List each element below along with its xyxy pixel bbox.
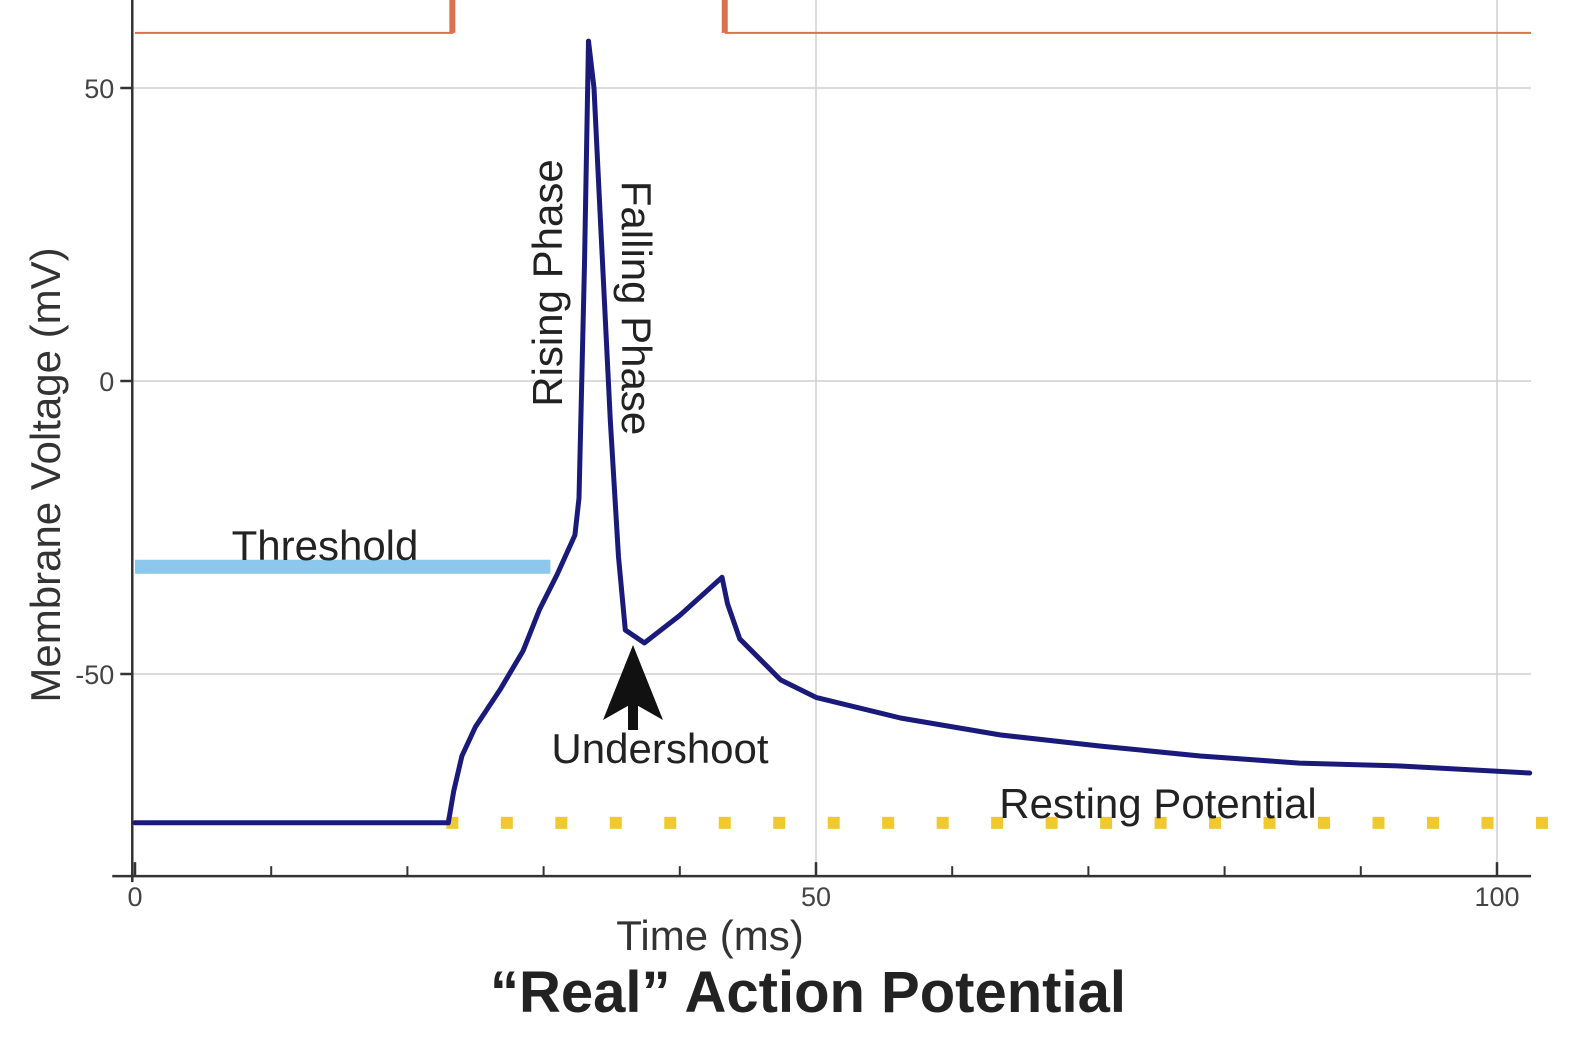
resting-potential-dot (1209, 816, 1222, 829)
resting-potential-dot (991, 816, 1004, 829)
resting-potential-dot (555, 816, 568, 829)
tick-labels: 0 50 100 50 0 -50 (75, 74, 1519, 912)
y-tick-label: 50 (84, 74, 114, 104)
resting-potential-dot (1535, 816, 1548, 829)
threshold-label: Threshold (232, 522, 419, 569)
falling-phase-label: Falling Phase (613, 181, 660, 435)
resting-potential-dot (1372, 816, 1385, 829)
resting-potential-dot (827, 816, 840, 829)
x-tick-label: 100 (1474, 882, 1519, 912)
undershoot-arrow-icon (603, 645, 663, 730)
resting-potential-label: Resting Potential (999, 780, 1317, 827)
grid (132, 0, 1532, 877)
resting-potential-dot (718, 816, 731, 829)
resting-potential-dot (1318, 816, 1331, 829)
y-tick-label: -50 (75, 660, 114, 690)
x-axis-title: Time (ms) (616, 912, 803, 959)
y-axis-title: Membrane Voltage (mV) (22, 247, 69, 702)
resting-potential-dot (1100, 816, 1113, 829)
resting-potential-dot (609, 816, 622, 829)
resting-potential-dot (936, 816, 949, 829)
axes (112, 0, 1532, 883)
x-tick-label: 50 (801, 882, 831, 912)
resting-potential-dot (664, 816, 677, 829)
resting-potential-dot (1481, 816, 1494, 829)
undershoot-label: Undershoot (551, 725, 768, 772)
x-tick-label: 0 (127, 882, 142, 912)
resting-potential-dot (1263, 816, 1276, 829)
resting-potential-dot (882, 816, 895, 829)
chart-title: “Real” Action Potential (490, 960, 1126, 1025)
marks (132, 0, 1548, 829)
stimulus-trace-on (135, 0, 454, 34)
voltage-trace (132, 38, 1533, 826)
resting-potential-dot (1045, 816, 1058, 829)
resting-potential-dot (500, 816, 513, 829)
rising-phase-label: Rising Phase (524, 159, 571, 406)
resting-potential-dot (1426, 816, 1439, 829)
resting-potential-dot (1154, 816, 1167, 829)
y-tick-label: 0 (99, 367, 114, 397)
resting-potential-dot (773, 816, 786, 829)
